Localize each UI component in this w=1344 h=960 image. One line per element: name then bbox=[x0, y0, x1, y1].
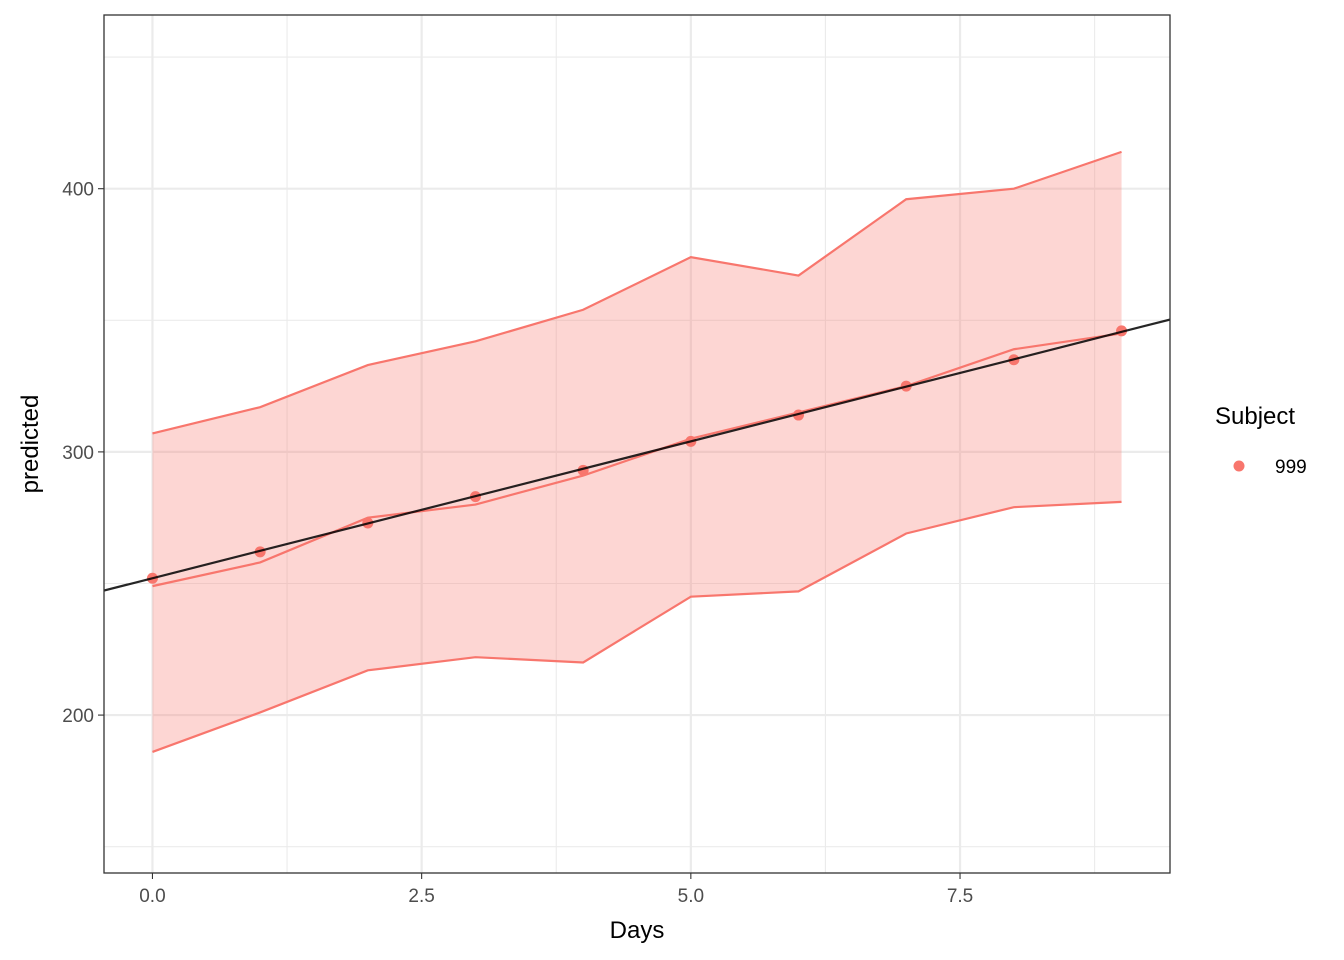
confidence-ribbon bbox=[152, 151, 1122, 752]
x-tick-label: 7.5 bbox=[947, 886, 973, 907]
y-tick-label: 400 bbox=[62, 180, 94, 201]
x-axis: 0.0 2.5 5.0 7.5 bbox=[139, 873, 973, 907]
y-axis-title: predicted bbox=[17, 395, 44, 494]
ribbon-upper-line bbox=[152, 150, 1122, 435]
legend-label: 999 bbox=[1275, 457, 1307, 478]
legend: Subject 999 bbox=[1215, 403, 1307, 478]
panel-background bbox=[104, 15, 1170, 873]
predicted-line bbox=[152, 332, 1122, 588]
x-tick-label: 0.0 bbox=[139, 886, 165, 907]
y-axis: 200 300 400 bbox=[62, 180, 104, 727]
x-tick-label: 5.0 bbox=[678, 886, 704, 907]
x-tick-label: 2.5 bbox=[408, 886, 434, 907]
y-tick-label: 300 bbox=[62, 443, 94, 464]
legend-key-point bbox=[1233, 460, 1245, 472]
panel-border bbox=[103, 14, 1171, 874]
legend-title: Subject bbox=[1215, 403, 1295, 430]
y-tick-label: 200 bbox=[62, 706, 94, 727]
ribbon-lower-line bbox=[152, 500, 1122, 753]
x-axis-title: Days bbox=[610, 917, 665, 944]
trend-line bbox=[104, 318, 1170, 592]
data-layer bbox=[104, 150, 1170, 753]
plot-panel bbox=[103, 14, 1171, 874]
